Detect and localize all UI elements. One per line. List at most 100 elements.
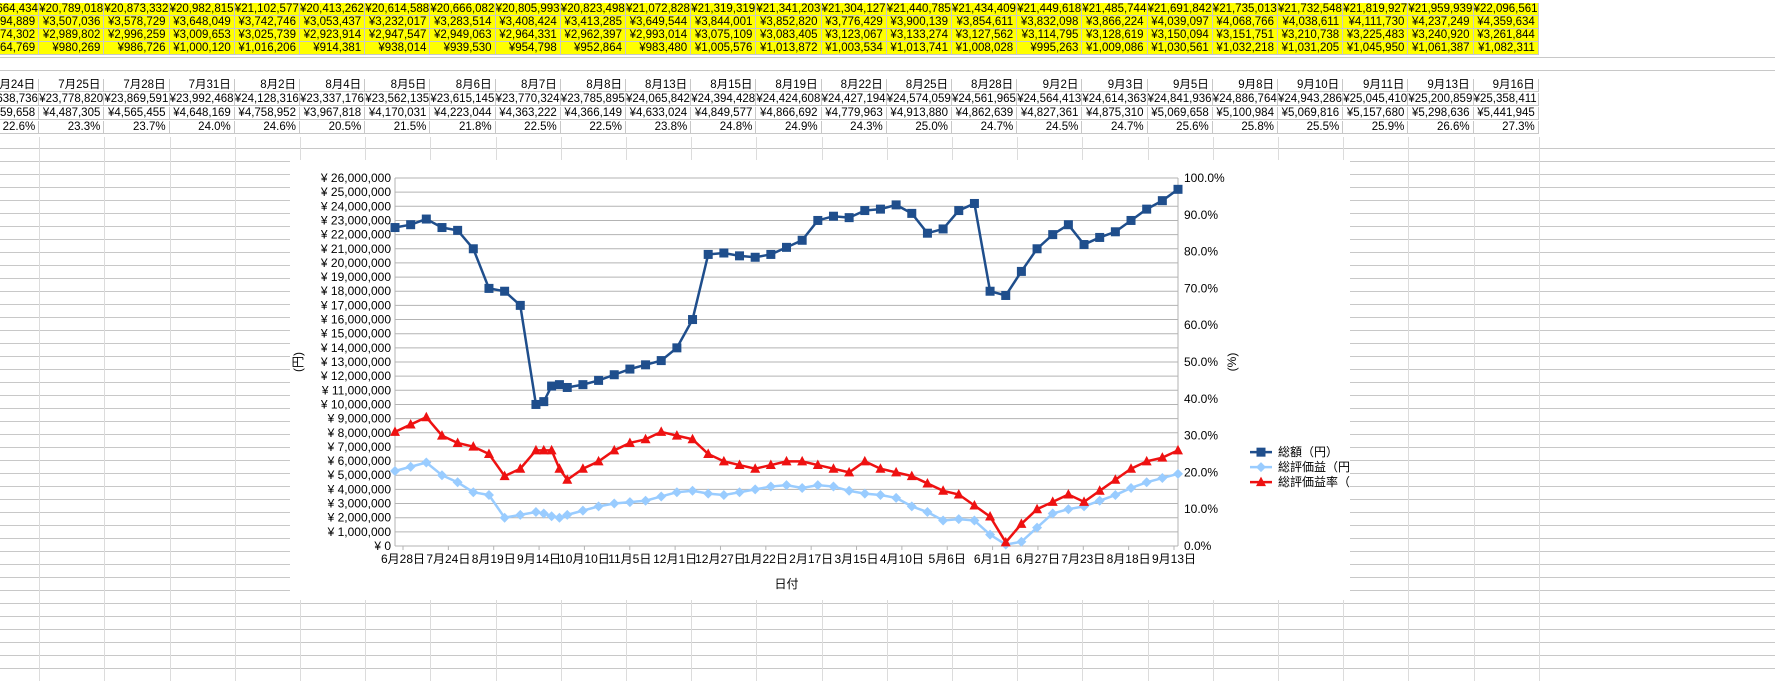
cell[interactable]: ¥4,875,310	[1082, 107, 1148, 120]
cell[interactable]: ¥24,564,413	[1017, 93, 1083, 106]
cell[interactable]: ¥24,943,286	[1278, 93, 1344, 106]
cell[interactable]: ¥1,009,086	[1082, 42, 1148, 55]
cell[interactable]: 24.8%	[691, 121, 757, 134]
cell[interactable]: 27.3%	[1473, 121, 1539, 134]
cell[interactable]: ¥20,873,332	[104, 3, 170, 16]
cell[interactable]: ¥4,039,097	[1147, 16, 1213, 29]
cell[interactable]: ¥3,413,285	[560, 16, 626, 29]
cell[interactable]: ¥4,223,044	[430, 107, 496, 120]
cell[interactable]: ¥24,394,428	[691, 93, 757, 106]
cell[interactable]: 26.6%	[1408, 121, 1474, 134]
cell[interactable]: ¥21,072,828	[626, 3, 692, 16]
cell[interactable]: ¥24,614,363	[1082, 93, 1148, 106]
cell[interactable]: ¥1,013,872	[756, 42, 822, 55]
cell[interactable]: ¥3,844,001	[691, 16, 757, 29]
cell[interactable]: ¥23,638,736	[0, 93, 40, 106]
cell[interactable]: ¥1,013,741	[886, 42, 952, 55]
cell[interactable]: ¥4,038,611	[1278, 16, 1344, 29]
cell[interactable]: 25.6%	[1147, 121, 1213, 134]
cell[interactable]: 8月13日	[626, 79, 692, 92]
cell[interactable]: ¥24,128,316	[234, 93, 300, 106]
cell[interactable]: ¥980,269	[39, 42, 105, 55]
cell[interactable]: ¥21,304,127	[821, 3, 887, 16]
cell[interactable]: ¥3,852,820	[756, 16, 822, 29]
cell[interactable]: ¥3,123,067	[821, 29, 887, 42]
cell[interactable]: ¥1,061,387	[1408, 42, 1474, 55]
cell[interactable]: ¥2,996,259	[104, 29, 170, 42]
cell[interactable]: ¥3,133,274	[886, 29, 952, 42]
cell[interactable]: ¥21,434,409	[952, 3, 1018, 16]
cell[interactable]: ¥23,785,895	[560, 93, 626, 106]
cell[interactable]: 9月8日	[1212, 79, 1278, 92]
cell[interactable]: ¥25,358,411	[1473, 93, 1539, 106]
cell[interactable]: ¥3,114,795	[1017, 29, 1083, 42]
cell[interactable]: ¥22,096,561	[1473, 3, 1539, 16]
cell[interactable]: ¥20,805,993	[495, 3, 561, 16]
cell[interactable]: ¥24,065,842	[626, 93, 692, 106]
cell[interactable]: 25.0%	[886, 121, 952, 134]
cell[interactable]: ¥23,562,135	[365, 93, 431, 106]
cell[interactable]: ¥5,441,945	[1473, 107, 1539, 120]
cell[interactable]: 24.9%	[756, 121, 822, 134]
cell[interactable]: ¥4,779,963	[821, 107, 887, 120]
cell[interactable]: ¥1,082,311	[1473, 42, 1539, 55]
cell[interactable]: ¥4,866,692	[756, 107, 822, 120]
cell[interactable]: ¥3,578,729	[104, 16, 170, 29]
cell[interactable]: ¥4,359,658	[0, 107, 40, 120]
cell[interactable]: ¥1,005,576	[691, 42, 757, 55]
cell[interactable]: ¥25,200,859	[1408, 93, 1474, 106]
cell[interactable]: ¥24,841,936	[1147, 93, 1213, 106]
cell[interactable]: ¥23,615,145	[430, 93, 496, 106]
cell[interactable]: ¥5,298,636	[1408, 107, 1474, 120]
cell[interactable]: ¥21,735,013	[1212, 3, 1278, 16]
cell[interactable]: ¥3,210,738	[1278, 29, 1344, 42]
cell[interactable]: ¥1,045,950	[1343, 42, 1409, 55]
cell[interactable]: ¥1,032,218	[1212, 42, 1278, 55]
cell[interactable]: ¥20,982,815	[169, 3, 235, 16]
cell[interactable]: ¥3,408,424	[495, 16, 561, 29]
cell[interactable]: ¥21,485,744	[1082, 3, 1148, 16]
cell[interactable]: ¥2,964,331	[495, 29, 561, 42]
cell[interactable]: ¥1,030,561	[1147, 42, 1213, 55]
cell[interactable]: ¥3,649,544	[626, 16, 692, 29]
cell[interactable]: ¥3,648,049	[169, 16, 235, 29]
cell[interactable]: ¥2,993,014	[626, 29, 692, 42]
cell[interactable]: ¥939,530	[430, 42, 496, 55]
cell[interactable]: 24.7%	[1082, 121, 1148, 134]
cell[interactable]: ¥938,014	[365, 42, 431, 55]
cell[interactable]: ¥2,989,802	[39, 29, 105, 42]
cell[interactable]: ¥4,648,169	[169, 107, 235, 120]
cell[interactable]: ¥23,778,820	[39, 93, 105, 106]
cell[interactable]: 21.8%	[430, 121, 496, 134]
cell[interactable]: 8月2日	[234, 79, 300, 92]
cell[interactable]: ¥4,111,730	[1343, 16, 1409, 29]
cell[interactable]: ¥20,614,588	[365, 3, 431, 16]
cell[interactable]: 8月25日	[886, 79, 952, 92]
cell[interactable]: ¥4,565,455	[104, 107, 170, 120]
cell[interactable]: ¥24,574,059	[886, 93, 952, 106]
cell[interactable]: ¥4,170,031	[365, 107, 431, 120]
cell[interactable]: ¥1,008,028	[952, 42, 1018, 55]
cell[interactable]: 25.8%	[1212, 121, 1278, 134]
cell[interactable]: ¥21,819,927	[1343, 3, 1409, 16]
cell[interactable]: ¥21,691,842	[1147, 3, 1213, 16]
cell[interactable]: ¥3,009,653	[169, 29, 235, 42]
cell[interactable]: ¥5,069,658	[1147, 107, 1213, 120]
cell[interactable]: 24.7%	[952, 121, 1018, 134]
cell[interactable]: 23.3%	[39, 121, 105, 134]
cell[interactable]: 24.0%	[169, 121, 235, 134]
cell[interactable]: 23.7%	[104, 121, 170, 134]
cell[interactable]: 25.5%	[1278, 121, 1344, 134]
cell[interactable]: 7月31日	[169, 79, 235, 92]
cell[interactable]: ¥5,100,984	[1212, 107, 1278, 120]
cell[interactable]: ¥3,053,437	[300, 16, 366, 29]
cell[interactable]: ¥20,789,018	[39, 3, 105, 16]
cell[interactable]: 8月19日	[756, 79, 822, 92]
cell[interactable]: ¥3,232,017	[365, 16, 431, 29]
cell[interactable]: ¥3,866,224	[1082, 16, 1148, 29]
cell[interactable]: 24.5%	[1017, 121, 1083, 134]
cell[interactable]: ¥5,069,816	[1278, 107, 1344, 120]
cell[interactable]: 9月2日	[1017, 79, 1083, 92]
cell[interactable]: ¥964,769	[0, 42, 40, 55]
cell[interactable]: ¥23,869,591	[104, 93, 170, 106]
